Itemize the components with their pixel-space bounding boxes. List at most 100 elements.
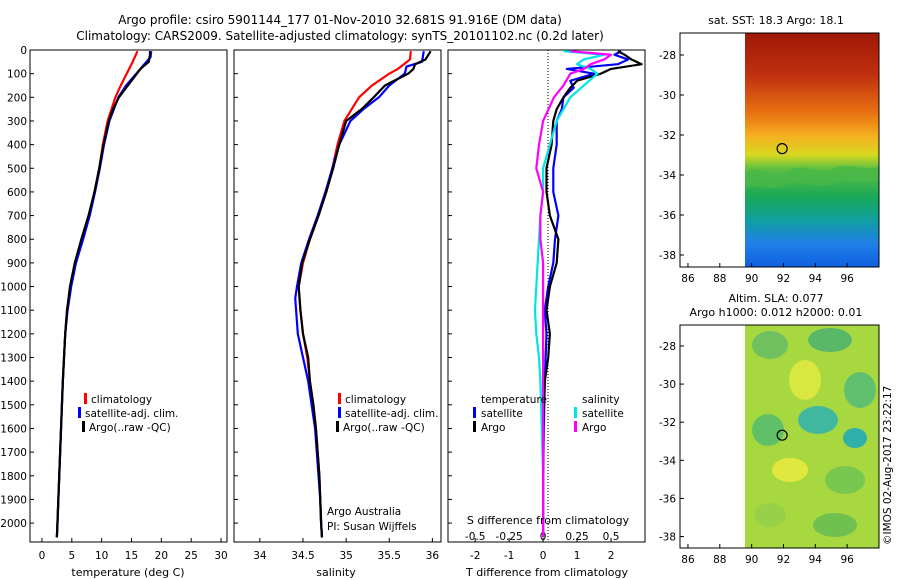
salinity-tick-label: -0.25 <box>496 531 523 543</box>
sla-blob <box>798 406 838 434</box>
title-line-2: Climatology: CARS2009. Satellite-adjuste… <box>76 29 604 43</box>
x-tick-label: 35 <box>339 550 352 562</box>
sla-blob <box>813 513 857 537</box>
legend-swatch-t-satellite <box>473 407 476 418</box>
map-y-tick-label: -30 <box>659 379 676 391</box>
map-y-tick-label: -34 <box>659 170 676 182</box>
depth-tick-label: 1100 <box>0 305 27 317</box>
x-tick-label: 5 <box>68 550 75 562</box>
map-y-tick-label: -28 <box>659 341 676 353</box>
x-tick-label: 34.5 <box>291 550 314 562</box>
map-y-tick-label: -32 <box>659 130 676 142</box>
sst-front-contour <box>745 166 879 188</box>
difference-axes-frame <box>447 49 646 543</box>
temperature-difference-xlabel: T difference from climatology <box>465 566 628 579</box>
depth-tick-label: 300 <box>7 116 27 128</box>
annotation-pi: PI: Susan Wijffels <box>327 521 417 533</box>
sla-blob <box>772 458 808 482</box>
legend-label-t-argo: Argo <box>481 422 505 434</box>
legend-label-climatology: climatology <box>91 394 152 406</box>
x-tick-label: 15 <box>125 550 138 562</box>
legend-swatch-t-argo <box>473 421 476 432</box>
legend-label-t-satellite: satellite <box>481 408 523 420</box>
series-line-climatology <box>297 51 412 538</box>
depth-tick-label: 900 <box>7 258 27 270</box>
temperature-ticks: 0 5 10 15 20 25 30 <box>30 49 228 562</box>
depth-tick-label: 400 <box>7 140 27 152</box>
salinity-tick-label: 0.25 <box>565 531 588 543</box>
map-y-tick-label: -30 <box>659 90 676 102</box>
temperature-xlabel: temperature (deg C) <box>71 566 184 579</box>
depth-tick-label: 1700 <box>0 447 27 459</box>
sla-blob <box>752 414 784 446</box>
depth-tick-label: 800 <box>7 234 27 246</box>
legend-label-satellite: satellite-adj. clim. <box>85 408 178 420</box>
x-tick-label: 2 <box>608 550 615 562</box>
sla-map-title-line-2: Argo h1000: 0.012 h2000: 0.01 <box>690 306 863 319</box>
salinity-axes-frame <box>233 49 442 543</box>
map-x-tick-label: 86 <box>681 554 695 566</box>
depth-tick-label: 1200 <box>0 329 27 341</box>
profile-location-marker <box>776 143 788 155</box>
legend-swatch-climatology <box>338 393 341 404</box>
sla-map-panel: Altim. SLA: 0.077 Argo h1000: 0.012 h200… <box>659 292 880 566</box>
legend-label-satellite: satellite-adj. clim. <box>345 408 438 420</box>
temperature-series <box>55 50 153 538</box>
sst-field <box>745 33 879 267</box>
x-tick-label: 30 <box>214 550 227 562</box>
difference-panel: -2 -1 0 1 2-0.5 -0.25 0 0.25 0.5 S difference fr… <box>447 49 646 579</box>
legend-swatch-satellite <box>338 407 341 418</box>
salinity-panel: 34 34.5 35 35.5 36 salinity climatology sate… <box>233 49 442 579</box>
sst-map-ticks: 86 88 90 92 94 96 -28 -30 -32 -34 -36 -38 <box>659 50 854 285</box>
x-tick-label: 34 <box>253 550 267 562</box>
series-line-satellite-adj-clim- <box>55 51 153 538</box>
map-x-tick-label: 92 <box>777 273 790 285</box>
depth-tick-label: 1000 <box>0 282 27 294</box>
depth-tick-label: 0 <box>20 45 27 57</box>
salinity-tick-label: -0.5 <box>465 531 486 543</box>
temperature-axes-frame <box>29 49 228 543</box>
depth-tick-label: 1800 <box>0 471 27 483</box>
sla-anomaly-blobs <box>752 328 876 537</box>
map-x-tick-label: 88 <box>713 273 726 285</box>
map-x-tick-label: 90 <box>745 554 758 566</box>
legend-label-argo: Argo(..raw -QC) <box>89 422 171 434</box>
legend-swatch-s-satellite <box>574 407 577 418</box>
map-y-tick-label: -28 <box>659 50 676 62</box>
legend-swatch-satellite <box>78 407 81 418</box>
x-tick-label: 0 <box>39 550 46 562</box>
temperature-panel: 0 5 10 15 20 25 30 temperature (deg C) climato… <box>29 49 228 579</box>
salinity-ticks: 34 34.5 35 35.5 36 <box>234 49 439 562</box>
difference-ticks: -2 -1 0 1 2-0.5 -0.25 0 0.25 0.5 <box>448 49 619 562</box>
sla-blob <box>808 328 852 352</box>
x-tick-label: 1 <box>574 550 581 562</box>
difference-legend: temperature salinity satellite Argo sate… <box>473 394 624 434</box>
x-tick-label: 35.5 <box>378 550 401 562</box>
map-x-tick-label: 90 <box>745 273 758 285</box>
salinity-series <box>294 50 432 538</box>
sla-blob <box>843 428 867 448</box>
depth-tick-label: 1600 <box>0 423 27 435</box>
depth-tick-label: 600 <box>7 187 27 199</box>
sla-blob <box>825 466 865 494</box>
sla-blob <box>789 360 821 400</box>
depth-tick-label: 1900 <box>0 494 27 506</box>
depth-tick-label: 1300 <box>0 353 27 365</box>
timestamp: ©IMOS 02-Aug-2017 23:22:17 <box>882 386 894 545</box>
profile-location-marker <box>776 429 788 441</box>
map-y-tick-label: -38 <box>659 250 676 262</box>
salinity-xlabel: salinity <box>316 566 356 579</box>
map-x-tick-label: 94 <box>809 273 823 285</box>
map-x-tick-label: 86 <box>681 273 695 285</box>
series-line-s-argo <box>535 50 613 538</box>
legend-label-s-argo: Argo <box>582 422 606 434</box>
x-tick-label: -1 <box>504 550 514 562</box>
map-y-tick-label: -32 <box>659 417 676 429</box>
legend-title-temperature: temperature <box>481 394 547 406</box>
depth-tick-label: 500 <box>7 163 27 175</box>
depth-tick-label: 700 <box>7 211 27 223</box>
x-tick-label: 20 <box>155 550 168 562</box>
series-line-argo-raw-qc- <box>55 51 152 538</box>
x-tick-label: 10 <box>95 550 108 562</box>
